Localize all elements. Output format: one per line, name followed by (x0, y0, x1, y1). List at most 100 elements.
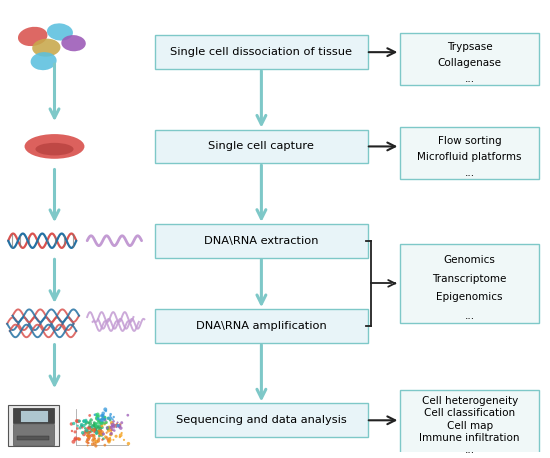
Point (85, 433, 94, 441)
Point (109, 424, 118, 431)
Point (93, 415, 102, 423)
Point (98, 429, 107, 436)
Point (91, 425, 100, 432)
FancyBboxPatch shape (400, 390, 539, 455)
Point (95, 427, 104, 435)
Point (84, 429, 93, 436)
Point (97, 419, 106, 426)
Point (113, 420, 122, 428)
Point (124, 440, 133, 447)
Point (105, 436, 114, 443)
Point (104, 414, 113, 422)
Point (90, 411, 99, 419)
Text: Genomics: Genomics (444, 255, 496, 265)
Point (91, 422, 100, 429)
Point (97, 417, 106, 424)
Point (91, 435, 100, 442)
Point (115, 422, 124, 429)
Point (87, 422, 96, 429)
Point (101, 407, 110, 414)
Point (81, 428, 90, 436)
Point (86, 418, 95, 425)
Point (71, 428, 80, 436)
Point (103, 425, 112, 432)
Point (69, 438, 78, 446)
Point (73, 425, 82, 432)
Point (106, 431, 115, 438)
Point (101, 416, 109, 424)
Point (81, 420, 90, 428)
Point (92, 414, 101, 422)
Point (101, 414, 109, 421)
Point (117, 425, 125, 432)
Point (109, 436, 118, 443)
Point (106, 412, 114, 420)
Point (74, 418, 82, 425)
Point (80, 431, 89, 438)
Point (101, 406, 109, 413)
Point (108, 421, 117, 428)
Point (75, 436, 84, 443)
FancyBboxPatch shape (18, 436, 48, 441)
Text: Single cell capture: Single cell capture (208, 142, 315, 152)
FancyBboxPatch shape (400, 33, 539, 85)
Point (90, 426, 99, 433)
Point (92, 426, 101, 434)
Point (89, 441, 97, 448)
Point (83, 442, 92, 449)
Point (109, 418, 118, 425)
Point (95, 435, 103, 442)
FancyBboxPatch shape (155, 35, 367, 69)
Point (102, 419, 111, 426)
Point (89, 425, 97, 432)
Point (89, 426, 98, 434)
Point (96, 419, 105, 426)
Point (77, 422, 86, 430)
Text: Immune infiltration: Immune infiltration (420, 433, 520, 443)
Point (84, 436, 92, 443)
Point (92, 429, 101, 436)
Point (95, 426, 104, 434)
Point (97, 422, 106, 430)
Point (114, 422, 123, 429)
Point (95, 429, 103, 436)
Point (106, 434, 114, 442)
Point (104, 436, 113, 444)
Point (115, 423, 124, 431)
Point (100, 415, 109, 422)
Point (87, 424, 96, 431)
Point (77, 422, 86, 429)
Point (95, 417, 103, 425)
Point (81, 425, 90, 432)
Text: Flow sorting: Flow sorting (438, 136, 502, 147)
Point (90, 419, 99, 426)
Point (104, 427, 113, 435)
Text: DNA\RNA extraction: DNA\RNA extraction (204, 236, 318, 246)
Point (112, 423, 121, 431)
Text: Trypsase: Trypsase (447, 42, 492, 52)
Point (90, 422, 98, 429)
Point (87, 432, 96, 439)
Ellipse shape (25, 134, 85, 159)
FancyBboxPatch shape (13, 408, 54, 424)
Point (78, 424, 87, 431)
Text: Cell classification: Cell classification (424, 409, 515, 419)
Text: Single cell dissociation of tissue: Single cell dissociation of tissue (170, 47, 353, 57)
Point (83, 429, 92, 436)
Point (70, 436, 79, 443)
FancyBboxPatch shape (400, 244, 539, 322)
Text: Cell map: Cell map (447, 420, 493, 431)
Point (80, 417, 89, 425)
Point (74, 435, 83, 442)
Point (85, 432, 94, 439)
Point (107, 431, 116, 438)
Point (76, 424, 85, 431)
Point (92, 422, 101, 429)
Point (86, 424, 95, 431)
Point (117, 429, 126, 436)
Point (94, 424, 102, 431)
Point (104, 425, 113, 433)
Point (80, 418, 89, 425)
Text: ...: ... (465, 168, 475, 178)
Point (109, 413, 118, 420)
